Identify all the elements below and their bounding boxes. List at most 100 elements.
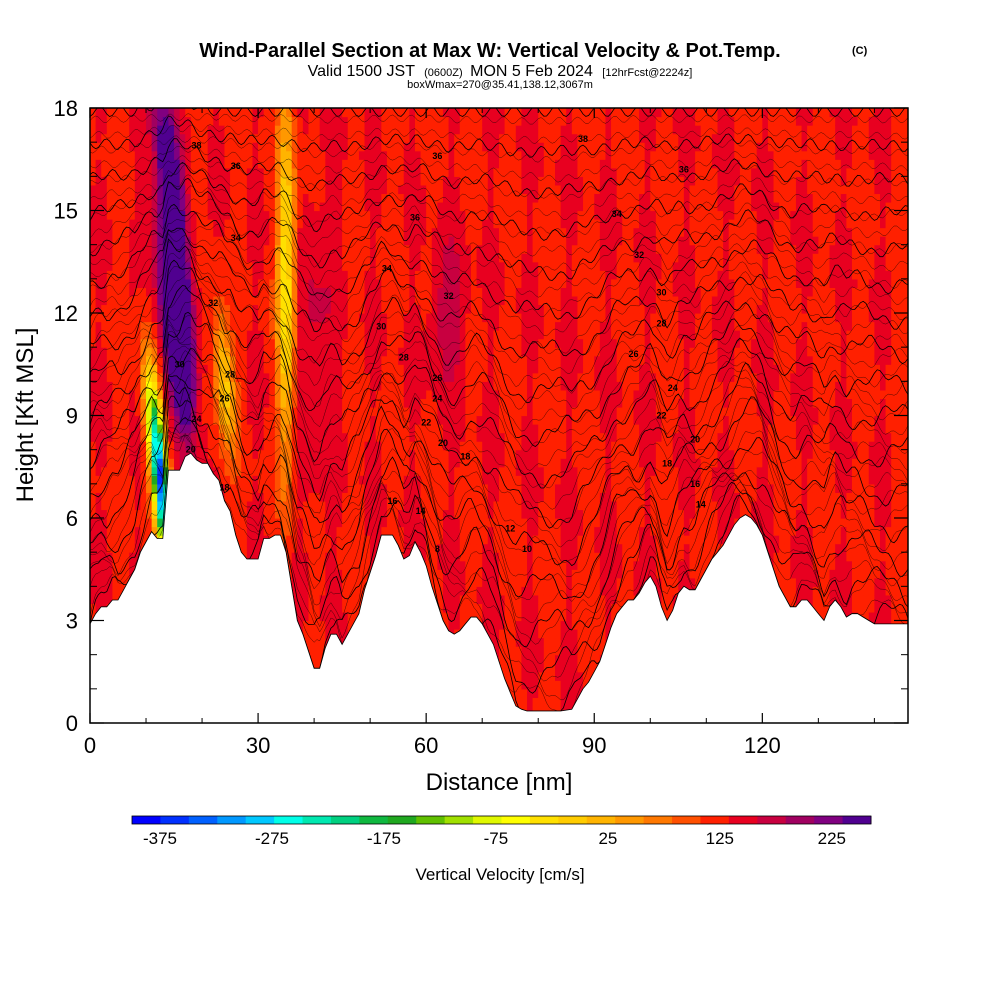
- heat-cell: [230, 330, 237, 340]
- heat-cell: [235, 372, 242, 382]
- heat-cell: [174, 424, 181, 434]
- heat-cell: [146, 338, 153, 348]
- heat-cell: [448, 287, 455, 297]
- heat-cell: [174, 270, 181, 280]
- heat-cell: [230, 441, 237, 451]
- heat-cell: [353, 535, 360, 545]
- heat-cell: [459, 475, 466, 485]
- heat-cell: [330, 629, 338, 639]
- heat-cell: [459, 278, 466, 288]
- heat-cell: [291, 475, 298, 485]
- heat-cell: [308, 236, 315, 246]
- heat-cell: [353, 603, 360, 613]
- heat-cell: [95, 184, 102, 195]
- heat-cell: [95, 330, 102, 340]
- heat-cell: [470, 594, 478, 605]
- heat-cell: [162, 415, 170, 425]
- heat-cell: [448, 133, 455, 143]
- heat-cell: [342, 569, 349, 579]
- heat-cell: [308, 219, 315, 229]
- heat-cell: [218, 355, 226, 365]
- heat-cell: [286, 560, 293, 570]
- heat-cell: [174, 142, 181, 152]
- heat-cell: [319, 338, 326, 348]
- heat-cell: [358, 492, 366, 502]
- heat-cell: [375, 466, 382, 476]
- heat-cell: [274, 295, 282, 306]
- heat-cell: [431, 475, 438, 485]
- heat-cell: [465, 577, 472, 587]
- heat-cell: [347, 389, 354, 400]
- heat-cell: [241, 287, 248, 297]
- heat-cell: [398, 125, 405, 135]
- heat-cell: [330, 116, 338, 126]
- heat-cell: [353, 372, 360, 382]
- heat-cell: [235, 389, 242, 400]
- heat-cell: [196, 313, 203, 323]
- heat-cell: [213, 116, 220, 126]
- heat-cell: [190, 193, 198, 203]
- heat-cell: [375, 159, 382, 169]
- heat-cell: [101, 569, 108, 579]
- heat-cell: [263, 398, 270, 408]
- heat-cell: [157, 227, 164, 237]
- heat-cell: [162, 424, 170, 434]
- heat-cell: [179, 313, 186, 323]
- heat-cell: [218, 176, 226, 186]
- heat-cell: [420, 227, 427, 237]
- heat-cell: [263, 176, 270, 186]
- heat-cell: [168, 458, 175, 468]
- heat-cell: [224, 483, 231, 493]
- heat-cell: [112, 193, 119, 203]
- heat-cell: [370, 116, 377, 126]
- heat-cell: [196, 167, 203, 177]
- heat-cell: [190, 108, 198, 118]
- heat-cell: [403, 398, 410, 408]
- heat-cell: [314, 330, 321, 340]
- heat-cell: [459, 227, 466, 237]
- heat-cell: [336, 108, 343, 118]
- heat-cell: [426, 381, 433, 391]
- heat-cell: [437, 364, 444, 374]
- heat-cell: [263, 133, 270, 143]
- heat-cell: [207, 304, 214, 314]
- heat-cell: [263, 125, 270, 135]
- heat-cell: [308, 253, 315, 263]
- heat-cell: [370, 526, 377, 536]
- heat-cell: [431, 108, 438, 118]
- heat-cell: [112, 150, 119, 160]
- heat-cell: [207, 372, 214, 382]
- heat-cell: [454, 620, 461, 630]
- heat-cell: [274, 321, 282, 331]
- heat-cell: [398, 466, 405, 476]
- heat-cell: [252, 526, 259, 536]
- heat-cell: [364, 552, 371, 562]
- heat-cell: [437, 278, 444, 288]
- heat-cell: [442, 432, 450, 442]
- heat-cell: [179, 347, 186, 357]
- heat-cell: [134, 483, 142, 493]
- heat-cell: [392, 500, 399, 511]
- heat-cell: [330, 500, 338, 511]
- heat-cell: [168, 159, 175, 169]
- heat-cell: [174, 355, 181, 365]
- heat-cell: [470, 176, 478, 186]
- heat-cell: [95, 210, 102, 220]
- heat-cell: [381, 125, 388, 135]
- heat-cell: [95, 304, 102, 314]
- heat-cell: [297, 466, 304, 476]
- heat-cell: [364, 543, 371, 553]
- heat-cell: [162, 133, 170, 143]
- heat-cell: [364, 167, 371, 177]
- heat-cell: [442, 261, 450, 271]
- heat-cell: [185, 295, 192, 306]
- heat-cell: [185, 159, 192, 169]
- heat-cell: [353, 543, 360, 553]
- heat-cell: [414, 458, 422, 468]
- heat-cell: [274, 278, 282, 288]
- heat-cell: [392, 304, 399, 314]
- heat-cell: [157, 432, 164, 442]
- heat-cell: [398, 295, 405, 306]
- heat-cell: [90, 569, 97, 579]
- heat-cell: [470, 518, 478, 528]
